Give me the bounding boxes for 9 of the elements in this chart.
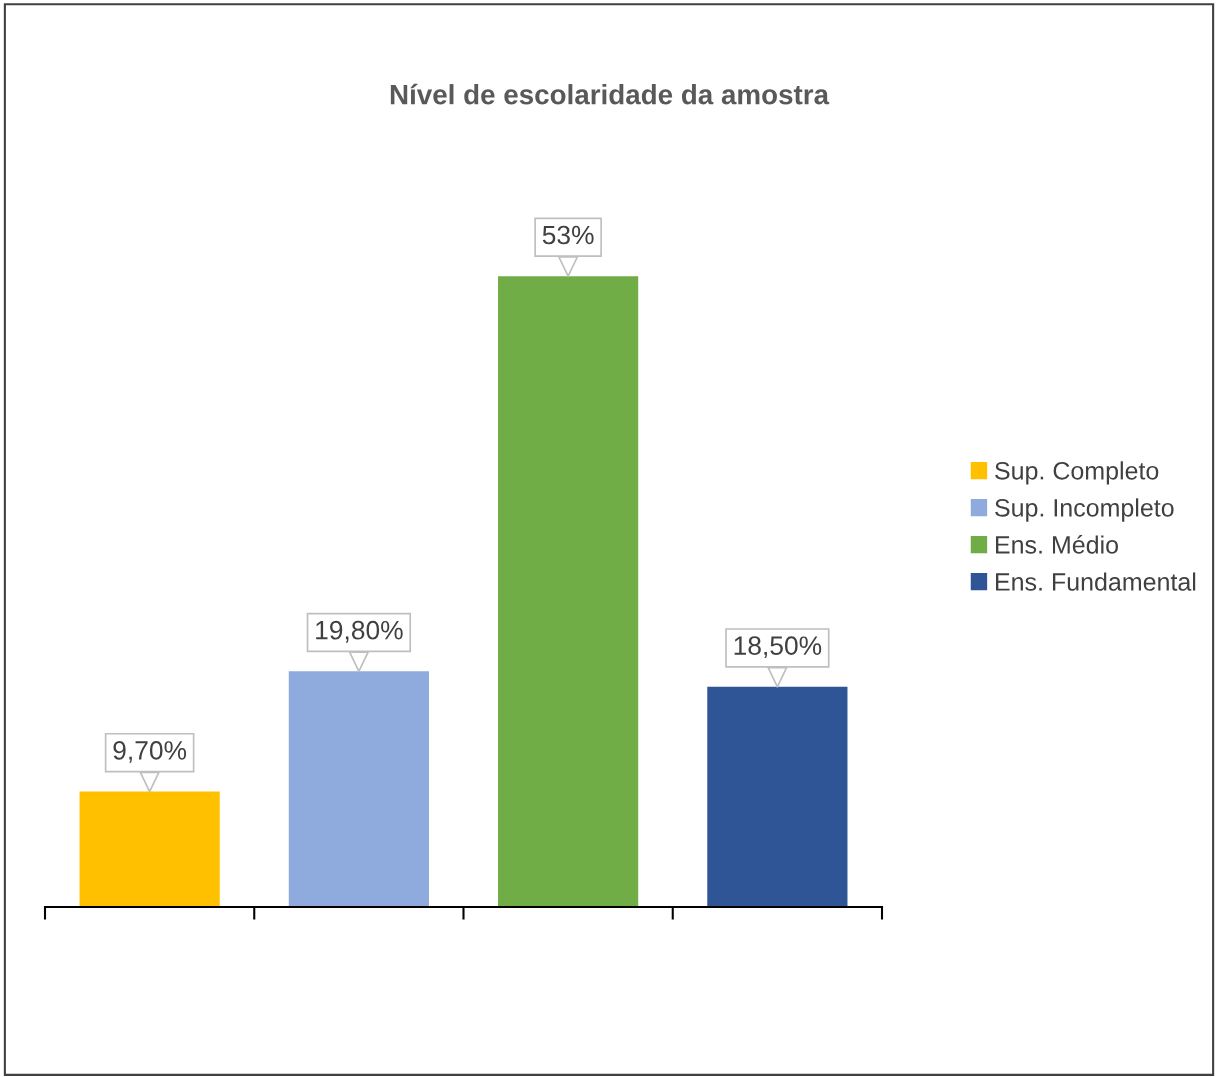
data-label: 18,50% — [734, 636, 822, 659]
data-label: 53% — [542, 225, 594, 245]
data-label: 19,80% — [316, 620, 403, 643]
legend-label: Ens. Médio — [996, 535, 1118, 554]
legend-label: Sup. Incompleto — [995, 498, 1174, 522]
data-label: 9,70% — [113, 741, 187, 763]
legend-label: Ens. Fundamental — [996, 572, 1196, 591]
legend-label: Sup. Completo — [995, 461, 1159, 485]
chart-title: Nível de escolaridade da amostra — [390, 83, 830, 105]
